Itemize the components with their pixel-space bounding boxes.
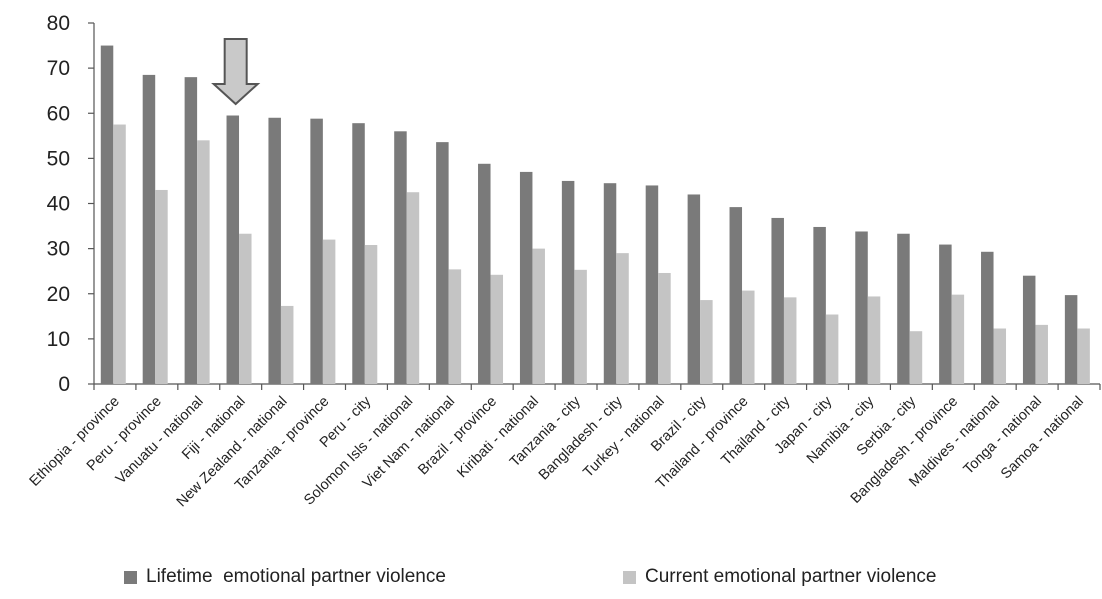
- bar-lifetime: [1022, 275, 1036, 384]
- arrow-annotation-icon: [211, 38, 261, 106]
- bar-current: [909, 331, 923, 384]
- bar-lifetime: [142, 74, 156, 385]
- y-tick-label: 20: [47, 283, 70, 306]
- legend-item-current: Current emotional partner violence: [623, 566, 937, 588]
- bar-current: [364, 245, 378, 384]
- bar-lifetime: [519, 171, 533, 384]
- bar-lifetime: [939, 244, 952, 384]
- y-tick-label: 40: [47, 193, 70, 216]
- bar-current: [280, 305, 294, 384]
- bar-current: [867, 296, 881, 384]
- legend-label-current: Current emotional partner violence: [645, 566, 937, 587]
- legend-swatch-current: [623, 570, 636, 584]
- bar-current: [742, 290, 755, 384]
- bar-current: [448, 269, 462, 384]
- bar-current: [1035, 324, 1048, 384]
- bar-lifetime: [478, 163, 491, 384]
- bar-lifetime: [687, 194, 701, 384]
- bar-lifetime: [645, 185, 659, 384]
- bar-lifetime: [981, 251, 994, 384]
- bar-lifetime: [100, 45, 114, 384]
- y-tick-label: 10: [47, 328, 70, 351]
- bar-lifetime: [897, 233, 910, 384]
- bar-current: [993, 328, 1007, 384]
- bar-current: [658, 272, 671, 384]
- bar-lifetime: [226, 115, 240, 384]
- bar-current: [825, 314, 839, 384]
- bar-lifetime: [771, 217, 784, 384]
- y-tick-label: 30: [47, 238, 70, 261]
- y-tick-label: 60: [47, 102, 70, 125]
- bar-lifetime: [729, 207, 743, 384]
- bar-lifetime: [603, 183, 617, 384]
- bar-current: [113, 124, 126, 384]
- bar-lifetime: [1064, 295, 1078, 384]
- bar-lifetime: [184, 77, 198, 385]
- legend-item-lifetime: Lifetime emotional partner violence: [124, 566, 446, 588]
- bar-current: [490, 274, 504, 384]
- bar-current: [616, 253, 629, 384]
- bar-current: [239, 233, 252, 384]
- y-tick-label: 0: [58, 373, 70, 396]
- bar-current: [1077, 328, 1090, 384]
- bar-current: [532, 248, 545, 384]
- y-tick-label: 80: [47, 12, 70, 35]
- bar-lifetime: [352, 123, 365, 385]
- bar-current: [406, 192, 420, 384]
- bar-current: [783, 297, 797, 384]
- legend-label-lifetime: Lifetime emotional partner violence: [146, 566, 446, 587]
- y-tick-label: 70: [47, 57, 70, 80]
- bar-lifetime: [855, 231, 868, 384]
- bar-current: [700, 300, 713, 384]
- bar-lifetime: [436, 142, 449, 384]
- legend-swatch-lifetime: [124, 570, 137, 584]
- bar-lifetime: [394, 131, 407, 384]
- bar-current: [951, 294, 965, 384]
- bar-lifetime: [268, 117, 281, 384]
- bar-current: [155, 189, 168, 384]
- bar-lifetime: [310, 118, 323, 384]
- bar-current: [322, 239, 336, 384]
- legend: Lifetime emotional partner violence Curr…: [0, 566, 1102, 594]
- x-tick-label: Peru - province: [84, 394, 165, 475]
- bar-current: [574, 269, 587, 384]
- bar-current: [197, 140, 210, 384]
- y-tick-label: 50: [47, 147, 70, 170]
- bar-lifetime: [561, 180, 575, 384]
- bar-lifetime: [813, 226, 826, 384]
